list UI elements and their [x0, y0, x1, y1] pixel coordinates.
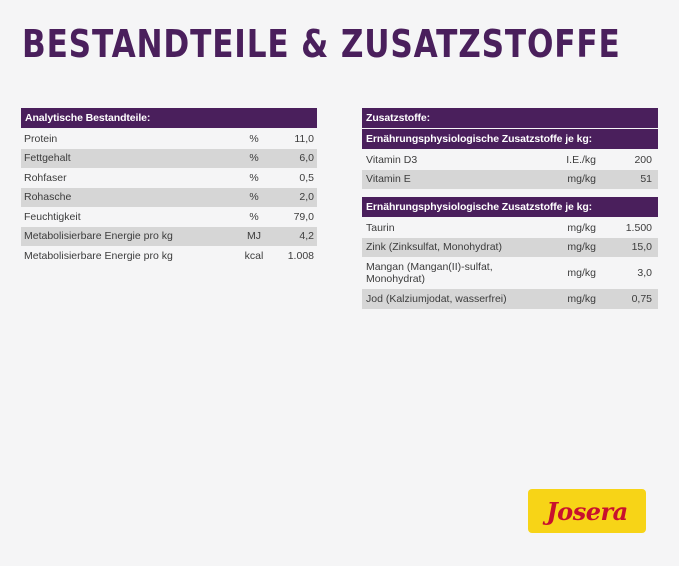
row-name: Zink (Zinksulfat, Monohydrat)	[366, 241, 502, 254]
row-value: 0,5	[299, 171, 314, 184]
row-name: Metabolisierbare Energie pro kg	[24, 230, 173, 243]
table-row: Fettgehalt % 6,0	[21, 148, 317, 168]
analytics-header: Analytische Bestandteile:	[21, 108, 317, 128]
table-row: Feuchtigkeit % 79,0	[21, 207, 317, 227]
row-value: 11,0	[294, 132, 314, 145]
row-name: Vitamin E	[366, 173, 411, 186]
row-name: Feuchtigkeit	[24, 210, 81, 223]
row-value: 4,2	[299, 230, 314, 243]
table-row: Zink (Zinksulfat, Monohydrat) mg/kg 15,0	[362, 237, 658, 257]
josera-logo: Josera	[528, 489, 646, 533]
table-row: Mangan (Mangan(II)-sulfat, Monohydrat) m…	[362, 257, 658, 289]
row-value: 2,0	[299, 191, 314, 204]
row-unit: mg/kg	[567, 241, 596, 254]
table-row: Metabolisierbare Energie pro kg kcal 1.0…	[21, 246, 317, 266]
row-value: 3,0	[637, 267, 652, 279]
row-name: Vitamin D3	[366, 153, 418, 166]
row-unit: %	[249, 191, 259, 204]
row-value: 1.500	[625, 221, 652, 234]
row-name: Taurin	[366, 221, 395, 234]
row-value: 1.008	[287, 249, 314, 262]
row-unit: %	[249, 132, 259, 145]
analytics-table: Analytische Bestandteile: Protein % 11,0…	[21, 108, 317, 266]
row-unit: %	[249, 152, 259, 165]
table-row: Protein % 11,0	[21, 129, 317, 149]
row-value: 6,0	[299, 152, 314, 165]
table-row: Rohfaser % 0,5	[21, 168, 317, 188]
row-value: 15,0	[631, 241, 652, 254]
table-row: Rohasche % 2,0	[21, 187, 317, 207]
row-name: Metabolisierbare Energie pro kg	[24, 249, 173, 262]
additives-header: Zusatzstoffe:	[362, 108, 658, 128]
row-name: Rohasche	[24, 191, 72, 204]
row-unit: %	[249, 171, 259, 184]
page-title: BESTANDTEILE & ZUSATZSTOFFE	[22, 22, 621, 66]
row-unit: mg/kg	[567, 221, 596, 234]
row-name: Mangan (Mangan(II)-sulfat, Monohydrat)	[366, 261, 493, 285]
additives-section1-header: Ernährungsphysiologische Zusatzstoffe je…	[362, 129, 658, 149]
row-unit: mg/kg	[567, 292, 596, 305]
row-name: Fettgehalt	[24, 152, 71, 165]
table-row: Taurin mg/kg 1.500	[362, 218, 658, 238]
row-unit: kcal	[244, 249, 264, 262]
row-value: 200	[634, 153, 652, 166]
row-unit: MJ	[247, 230, 261, 243]
table-row: Vitamin E mg/kg 51	[362, 169, 658, 189]
row-unit: %	[249, 210, 259, 223]
table-row: Metabolisierbare Energie pro kg MJ 4,2	[21, 226, 317, 246]
row-value: 79,0	[293, 210, 314, 223]
row-name: Protein	[24, 132, 58, 145]
row-unit: I.E./kg	[566, 153, 596, 166]
table-row: Jod (Kalziumjodat, wasserfrei) mg/kg 0,7…	[362, 289, 658, 309]
row-unit: mg/kg	[567, 173, 596, 186]
row-name: Jod (Kalziumjodat, wasserfrei)	[366, 292, 507, 305]
row-name: Rohfaser	[24, 171, 67, 184]
row-value: 51	[640, 173, 652, 186]
logo-text: Josera	[546, 496, 628, 526]
table-row: Vitamin D3 I.E./kg 200	[362, 150, 658, 170]
additives-table: Zusatzstoffe: Ernährungsphysiologische Z…	[362, 108, 658, 309]
row-value: 0,75	[631, 292, 652, 305]
additives-section2-header: Ernährungsphysiologische Zusatzstoffe je…	[362, 197, 658, 217]
row-unit: mg/kg	[567, 267, 596, 279]
